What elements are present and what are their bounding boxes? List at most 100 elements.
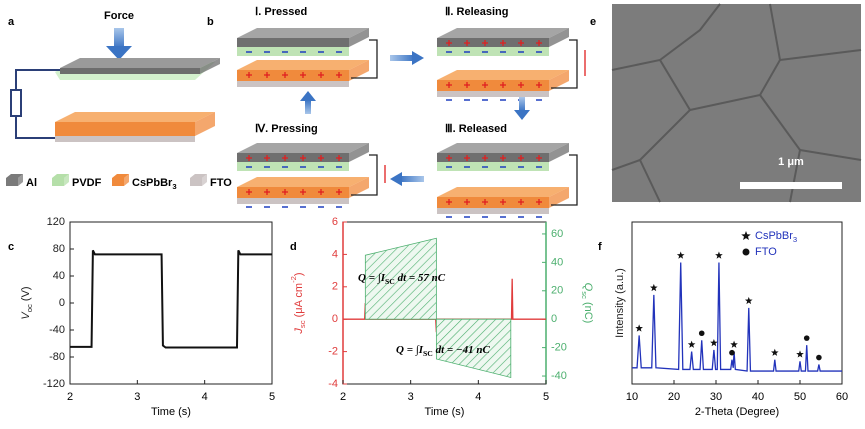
y2-tick-label: 40 [551,256,563,268]
pvdf-layer [237,47,349,56]
y-tick-label: 120 [47,216,65,228]
slab-top [55,112,215,122]
text-part: dt = −41 nC [433,344,491,356]
panel-letter: f [598,241,602,253]
y-tick-label: -120 [43,378,65,390]
panel-letter: a [8,16,15,28]
star-marker [796,350,804,358]
panel-letter: b [207,16,214,28]
slab-front [60,68,200,74]
text-part: V [20,311,32,320]
star-marker [770,348,779,356]
panel-letter: e [590,16,596,28]
stage-title: Ⅳ. Pressing [255,123,318,135]
slab-top [237,28,369,38]
grain-boundary [611,59,692,171]
slab-top [237,60,369,70]
stage-title: Ⅲ. Released [445,123,507,135]
text-part: (nC) [582,299,594,323]
star-marker [650,283,658,292]
legend-label: Al [26,177,37,189]
text-part: Q = ∫ [396,344,420,356]
slab-side [549,187,569,208]
y-tick-label: -80 [49,351,65,363]
flow-arrow [400,176,424,182]
text-part: J [293,328,305,335]
grain-boundary [779,49,862,61]
y-tick-label: 2 [332,281,338,293]
text-part: PVDF [72,177,102,189]
plot-frame [69,221,273,385]
x-tick-label: 2 [67,391,73,403]
text-part: SC [385,277,395,286]
fto-layer [237,198,349,204]
grain-boundary [689,3,782,111]
star-marker [715,251,723,259]
text-part: Q = ∫ [358,272,382,284]
x-tick-label: 2 [340,391,346,403]
sem-image [612,4,861,202]
panel-letter: c [8,241,14,253]
text-part: 3 [793,235,797,244]
pvdf-layer [237,162,349,171]
y-tick-label: -2 [328,346,338,358]
text-part: oc [25,304,34,312]
data-line [70,249,272,349]
x-tick-label: 40 [752,391,764,403]
text-part: (V) [20,286,32,304]
dot-marker [816,354,822,361]
slab-front [437,80,549,91]
flow-head [300,91,316,101]
circuit-wire [15,116,55,139]
force-arrow-head [106,46,132,60]
text-part: I [380,272,386,284]
y-axis-label: Voc (V) [20,286,34,319]
star-marker [687,340,696,348]
text-part: SC [423,349,433,358]
text-part: -2 [289,276,298,283]
fto-layer [55,136,195,142]
scale-bar-label: 1 μm [778,156,804,168]
text-part: FTO [755,246,777,258]
legend-label: FTO [755,246,777,258]
y2-axis-label: Qsc (nC) [580,283,594,324]
x-tick-label: 3 [408,391,414,403]
slab-side [124,174,129,186]
x-axis-label: Time (s) [151,406,191,418]
x-tick-label: 30 [710,391,722,403]
slab-front [237,187,349,198]
slab-side [349,177,369,198]
hatched-area [364,237,437,320]
y2-tick-label: -20 [551,342,567,354]
fto-layer [437,208,549,214]
resistor [10,89,22,117]
y2-tick-label: 20 [551,285,563,297]
y-tick-label: -4 [328,378,338,390]
slab-top [6,174,23,178]
slab-top [237,177,369,187]
x-tick-label: 4 [202,391,208,403]
x-tick-label: 4 [475,391,481,403]
plot-frame [631,221,843,385]
grain-boundary [639,159,661,203]
slab-top [437,28,569,38]
legend-label: FTO [210,177,232,189]
slab-front [6,178,18,186]
y-tick-label: -40 [49,324,65,336]
slab-front [190,178,202,186]
text-part: dt = 57 nC [395,272,446,284]
text-part: sc [580,291,589,299]
y-tick-label: 40 [53,270,65,282]
x-tick-label: 5 [543,391,549,403]
force-label: Force [104,10,134,22]
annotation: Q = ∫ISC dt = 57 nC [358,272,446,286]
slab-side [195,112,215,136]
panel-letter: d [290,241,297,253]
y-tick-label: 6 [332,216,338,228]
circuit-wire [551,39,578,89]
slab-top [112,174,129,178]
stage-title: Ⅰ. Pressed [255,6,307,18]
y2-tick-label: -40 [551,370,567,382]
slab-side [549,143,569,162]
slab-side [349,143,369,162]
